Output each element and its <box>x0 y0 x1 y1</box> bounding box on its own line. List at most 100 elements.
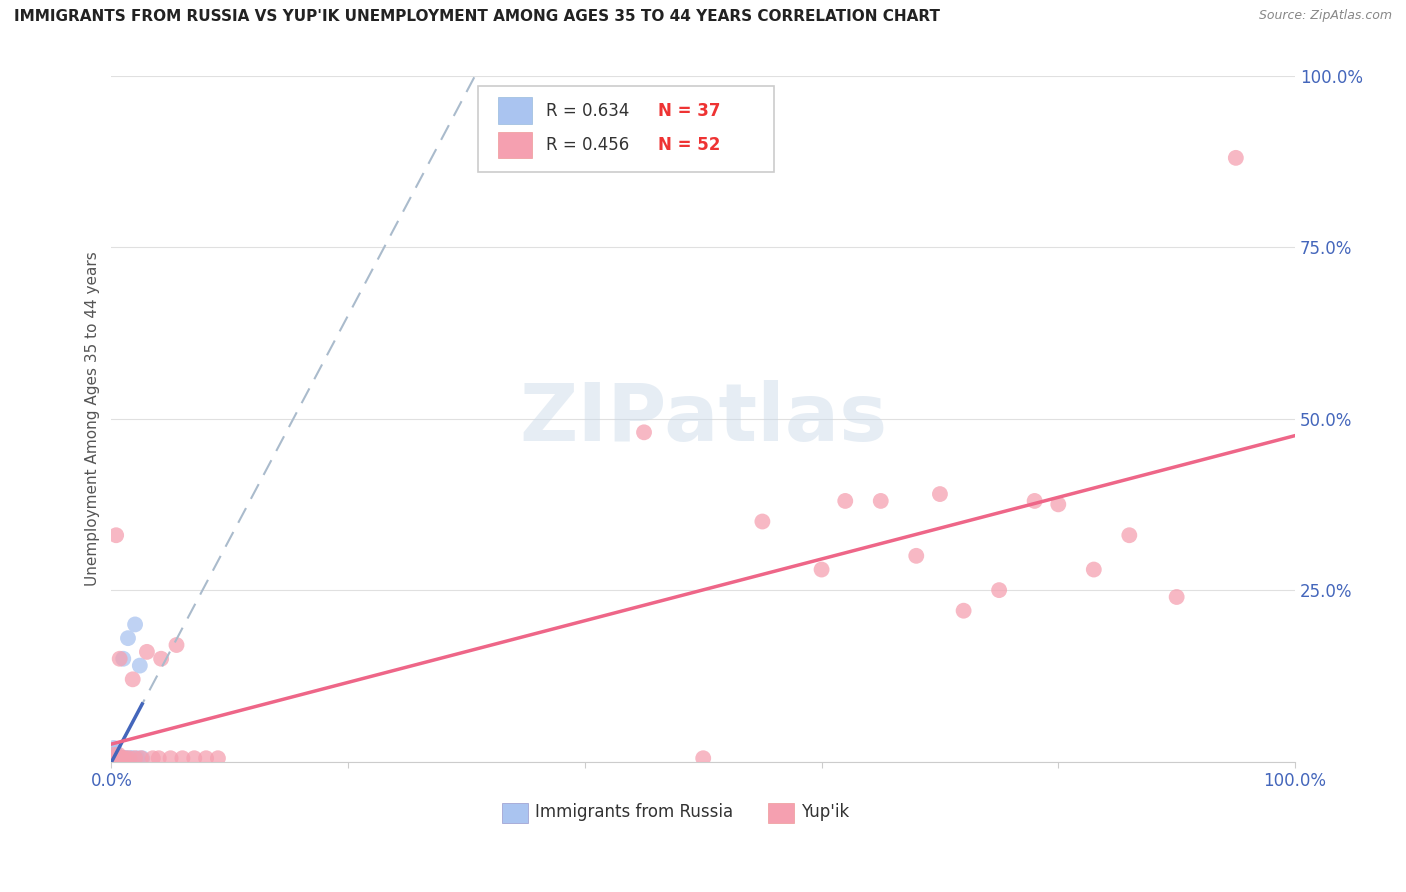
Point <box>114 751 136 765</box>
Point <box>104 751 127 765</box>
Point <box>104 747 127 762</box>
Point <box>117 631 139 645</box>
Point <box>101 751 124 765</box>
Point <box>104 751 127 765</box>
Point <box>124 751 146 765</box>
Point <box>131 751 153 765</box>
Point <box>692 751 714 765</box>
Point <box>929 487 952 501</box>
Point <box>128 658 150 673</box>
Point <box>905 549 928 563</box>
Point <box>108 751 131 765</box>
Point <box>105 747 128 762</box>
Point <box>103 744 125 758</box>
Point <box>103 751 125 765</box>
Point <box>150 652 173 666</box>
Point <box>111 751 134 765</box>
Bar <box>768 803 794 823</box>
Point <box>103 740 125 755</box>
Point <box>1047 497 1070 511</box>
Point <box>100 751 122 765</box>
Point <box>104 751 127 765</box>
Point <box>108 652 131 666</box>
Point <box>105 751 128 765</box>
Point <box>1024 494 1046 508</box>
Point <box>1166 590 1188 604</box>
Point <box>104 751 127 765</box>
Point <box>112 751 135 765</box>
Point <box>105 528 128 542</box>
Point <box>751 515 773 529</box>
Point <box>108 751 131 765</box>
Point <box>952 604 974 618</box>
Point <box>1225 151 1247 165</box>
Point <box>101 751 124 765</box>
Point <box>172 751 194 765</box>
Point <box>104 751 127 765</box>
Point <box>142 751 165 765</box>
Point <box>101 751 124 765</box>
Text: ZIPatlas: ZIPatlas <box>519 380 887 458</box>
FancyBboxPatch shape <box>478 86 775 171</box>
Text: R = 0.634: R = 0.634 <box>546 102 628 120</box>
Point <box>100 751 122 765</box>
Point <box>121 751 143 765</box>
Point <box>107 751 129 765</box>
Point <box>127 751 149 765</box>
Point <box>103 747 125 762</box>
Point <box>114 751 136 765</box>
Point <box>101 751 124 765</box>
Point <box>105 751 128 765</box>
Point <box>110 751 132 765</box>
Point <box>101 751 124 765</box>
Point <box>105 751 128 765</box>
Point <box>103 751 125 765</box>
Point <box>148 751 170 765</box>
Point <box>100 751 122 765</box>
Point <box>111 751 134 765</box>
Point <box>107 747 129 762</box>
Point <box>107 751 129 765</box>
Point <box>988 583 1011 598</box>
Point <box>110 751 132 765</box>
Point <box>124 617 146 632</box>
Text: IMMIGRANTS FROM RUSSIA VS YUP'IK UNEMPLOYMENT AMONG AGES 35 TO 44 YEARS CORRELAT: IMMIGRANTS FROM RUSSIA VS YUP'IK UNEMPLO… <box>14 9 941 24</box>
Point <box>810 563 832 577</box>
Text: N = 37: N = 37 <box>658 102 721 120</box>
Point <box>105 751 128 765</box>
Point <box>1083 563 1105 577</box>
Point <box>103 751 125 765</box>
Point <box>118 751 141 765</box>
Point <box>129 751 152 765</box>
Point <box>195 751 218 765</box>
Bar <box>499 132 531 158</box>
Point <box>135 645 157 659</box>
Point <box>107 751 129 765</box>
Point <box>207 751 229 765</box>
Point <box>834 494 856 508</box>
Point <box>183 751 205 765</box>
Text: Source: ZipAtlas.com: Source: ZipAtlas.com <box>1258 9 1392 22</box>
Text: R = 0.456: R = 0.456 <box>546 136 628 153</box>
Y-axis label: Unemployment Among Ages 35 to 44 years: Unemployment Among Ages 35 to 44 years <box>86 252 100 586</box>
Point <box>105 751 128 765</box>
Point <box>103 751 125 765</box>
Text: N = 52: N = 52 <box>658 136 721 153</box>
Text: Immigrants from Russia: Immigrants from Russia <box>536 804 734 822</box>
Point <box>1118 528 1140 542</box>
Point <box>105 751 128 765</box>
Point <box>108 751 131 765</box>
Point <box>869 494 891 508</box>
Point <box>103 747 125 762</box>
Point <box>112 751 135 765</box>
Bar <box>499 97 531 124</box>
Point <box>115 751 138 765</box>
Point <box>101 751 124 765</box>
Point <box>166 638 188 652</box>
Point <box>121 673 143 687</box>
Point <box>120 751 142 765</box>
Point <box>112 652 135 666</box>
Point <box>104 751 127 765</box>
Point <box>633 425 655 440</box>
Point <box>105 751 128 765</box>
